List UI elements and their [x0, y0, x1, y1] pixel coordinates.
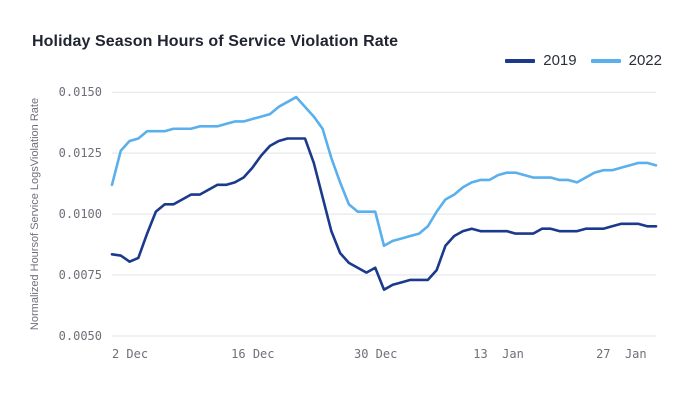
series-line-2019[interactable] — [110, 137, 658, 291]
legend-item-2022[interactable]: 2022 — [590, 52, 662, 69]
x-tick-label: 13 Jan — [473, 347, 524, 361]
legend-label-2019: 2019 — [543, 52, 577, 69]
legend-label-2022: 2022 — [628, 52, 662, 69]
chart-title: Holiday Season Hours of Service Violatio… — [32, 33, 399, 50]
x-tick-label: 16 Dec — [231, 347, 274, 361]
x-tick-label: 30 Dec — [354, 347, 397, 361]
y-tick-label: 0.0050 — [59, 329, 102, 343]
legend: 2019 2022 — [505, 52, 662, 69]
axis-layer: 0.0050 0.0075 0.0100 0.0125 0.0150 2 Dec 16 De… — [59, 85, 647, 361]
legend-swatch-2022 — [590, 58, 621, 63]
series-line-2022[interactable] — [110, 95, 658, 248]
x-tick-label: 2 Dec — [112, 347, 148, 361]
y-tick-label: 0.0150 — [59, 85, 102, 99]
legend-item-2019[interactable]: 2019 — [505, 52, 577, 69]
legend-swatch-2019 — [505, 58, 536, 63]
y-tick-label: 0.0075 — [59, 268, 102, 282]
y-axis-label: Normalized Hoursof Service LogsViolation… — [29, 98, 41, 330]
series-layer — [110, 95, 658, 291]
x-tick-label: 27 Jan — [596, 347, 647, 361]
grid-layer — [112, 91, 656, 337]
y-tick-label: 0.0100 — [59, 207, 102, 221]
y-tick-label: 0.0125 — [59, 146, 102, 160]
